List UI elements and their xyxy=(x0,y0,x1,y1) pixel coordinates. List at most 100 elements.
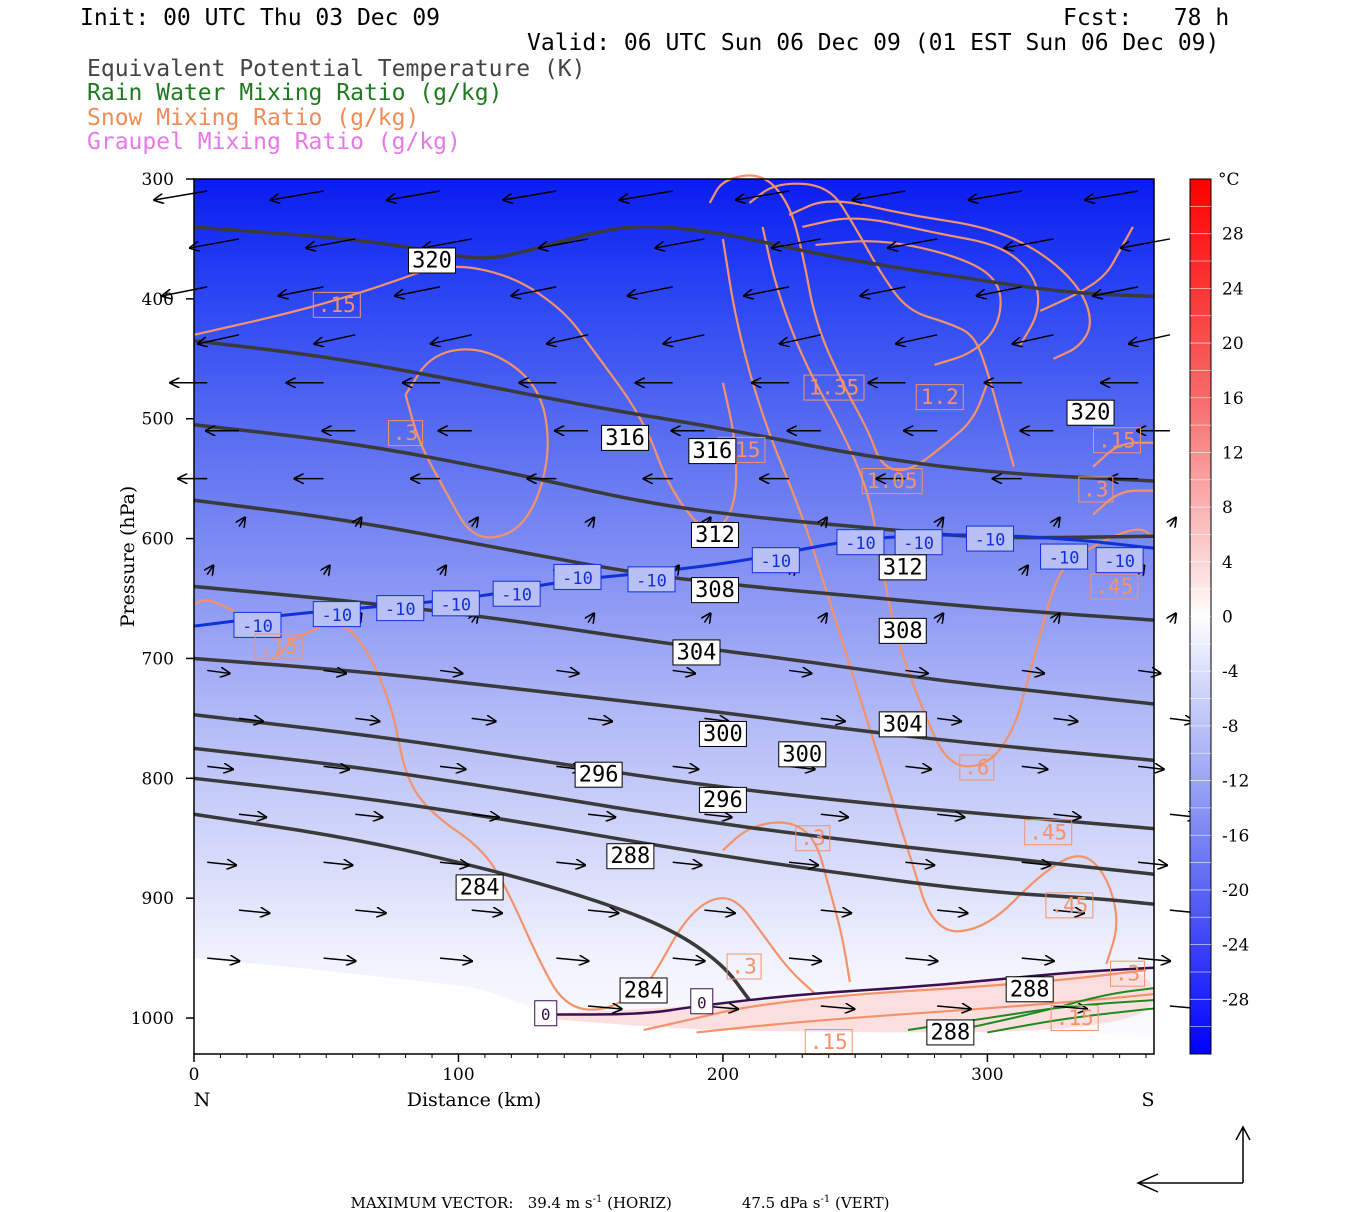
wind-vector xyxy=(556,670,578,673)
snow-contour xyxy=(815,240,1002,366)
theta-e-label: 308 xyxy=(695,578,735,603)
wind-vector xyxy=(937,814,964,817)
minus-10-label-box xyxy=(966,525,1015,552)
wind-vector xyxy=(977,286,1022,296)
theta-e-label: 316 xyxy=(605,426,645,451)
theta-e-label: 316 xyxy=(692,439,732,464)
theta-e-label-box xyxy=(619,977,668,1004)
wind-vector xyxy=(439,766,466,769)
wind-vector xyxy=(663,334,705,344)
wind-vector xyxy=(207,766,233,769)
zero-label-box xyxy=(534,1000,558,1027)
minus-10-label: -10 xyxy=(385,600,416,620)
wind-vector xyxy=(162,286,208,296)
wind-vector xyxy=(672,958,705,961)
colorbar-tick-label: 0 xyxy=(1222,608,1233,628)
snow-label: .45 xyxy=(1029,820,1067,844)
colorbar-tick-label: 12 xyxy=(1222,443,1244,463)
rain-contour xyxy=(987,1007,1155,1034)
y-tick-label: 1000 xyxy=(131,1009,174,1029)
snow-label-box xyxy=(795,825,831,852)
wind-vector xyxy=(190,238,240,248)
wind-vector xyxy=(852,190,906,200)
snow-contour xyxy=(748,182,1015,467)
wind-vector xyxy=(937,518,943,527)
wind-vector xyxy=(820,1006,855,1009)
wind-vector xyxy=(355,910,385,913)
colorbar-tick-label: -24 xyxy=(1222,936,1249,956)
wind-vector xyxy=(395,286,441,296)
theta-e-label-box xyxy=(688,438,737,465)
snow-contour xyxy=(788,200,1091,360)
wind-vector xyxy=(672,766,699,769)
wind-vector xyxy=(587,1006,622,1009)
wind-vector xyxy=(511,286,557,296)
wind-vector xyxy=(588,613,594,622)
wind-vector xyxy=(937,1006,971,1009)
wind-vector xyxy=(1138,766,1164,769)
snow-label: .3 xyxy=(800,826,825,850)
colorbar-tick-label: 4 xyxy=(1222,553,1233,573)
wind-vector xyxy=(439,862,469,865)
y-tick-label: 900 xyxy=(142,889,174,909)
wind-vector xyxy=(1021,766,1048,769)
wind-vector xyxy=(207,566,213,575)
theta-e-contour-300 xyxy=(193,656,1155,763)
wind-vector xyxy=(1129,334,1171,344)
snow-contour xyxy=(1092,441,1154,468)
zero-label-box xyxy=(690,988,714,1015)
surface-region xyxy=(194,958,1154,1054)
wind-vector xyxy=(238,718,263,721)
wind-vector xyxy=(271,190,324,200)
y-axis-label: Pressure (hPa) xyxy=(117,486,139,628)
theta-e-label-box xyxy=(1005,976,1054,1003)
wind-vector xyxy=(355,814,382,817)
y-tick-label: 600 xyxy=(142,530,174,550)
wind-vector xyxy=(323,670,346,673)
wind-vector xyxy=(324,566,330,575)
snow-label-box xyxy=(1090,573,1139,600)
wind-vector xyxy=(888,238,938,248)
wind-vector xyxy=(1138,862,1167,865)
wind-vector xyxy=(1053,814,1081,817)
max-vector-readout: MAXIMUM VECTOR: 39.4 m s-1 (HORIZ) 47.5 d… xyxy=(341,1176,890,1212)
snow-label: .45 xyxy=(1095,575,1133,599)
theta-e-contour-284 xyxy=(193,812,751,1002)
wind-vector xyxy=(1170,613,1176,622)
theta-e-label-box xyxy=(698,786,747,813)
colorbar-tick-label: 20 xyxy=(1222,334,1244,354)
minus-10-label: -10 xyxy=(975,531,1006,551)
wind-vector xyxy=(587,718,612,721)
y-tick-label: 400 xyxy=(142,290,174,310)
wind-vector xyxy=(788,958,821,961)
theta-e-contour-292 xyxy=(193,746,1155,876)
snow-label-box xyxy=(726,953,762,980)
wind-vector xyxy=(207,862,236,865)
theta-e-label: 288 xyxy=(610,844,650,869)
snow-label: 1.05 xyxy=(867,469,918,493)
theta-e-contour-288 xyxy=(193,776,1155,906)
wind-vector xyxy=(937,910,967,913)
vert-value: 47.5 dPa s xyxy=(741,1194,821,1212)
snow-label-box xyxy=(388,420,424,447)
colorbar-tick-label: -4 xyxy=(1222,662,1239,682)
theta-e-label-box xyxy=(778,741,827,768)
snow-label-box xyxy=(1050,1005,1099,1032)
theta-e-contour-296 xyxy=(193,713,1155,831)
wind-vector xyxy=(1013,334,1054,344)
x-tick-label: 0 xyxy=(189,1065,200,1085)
snow-label: .3 xyxy=(1083,477,1108,501)
wind-vector xyxy=(772,238,821,248)
wind-vector xyxy=(306,238,356,248)
minus-10-label-box xyxy=(1040,543,1089,570)
y-tick-label: 800 xyxy=(142,769,174,789)
y-tick-label: 500 xyxy=(142,410,174,430)
wind-vector xyxy=(238,814,266,817)
wind-vector xyxy=(207,958,239,961)
snow-contour xyxy=(722,821,851,983)
wind-vector xyxy=(439,958,472,961)
init-time: Init: 00 UTC Thu 03 Dec 09 xyxy=(80,5,441,31)
colorbar-tick-label: 8 xyxy=(1222,498,1233,518)
colorbar-unit: °C xyxy=(1218,170,1240,190)
snow-contour xyxy=(272,623,817,1011)
